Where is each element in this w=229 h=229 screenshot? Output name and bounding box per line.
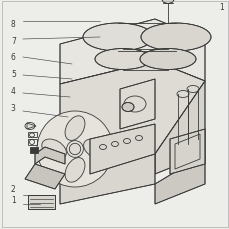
Polygon shape — [154, 82, 204, 174]
Polygon shape — [25, 164, 65, 189]
Ellipse shape — [186, 136, 198, 143]
Polygon shape — [60, 62, 204, 174]
Polygon shape — [27, 123, 36, 129]
Polygon shape — [120, 80, 154, 129]
Ellipse shape — [65, 158, 85, 182]
Text: 3: 3 — [11, 103, 16, 112]
Polygon shape — [90, 124, 154, 174]
Text: 7: 7 — [11, 37, 16, 46]
Ellipse shape — [65, 116, 85, 141]
Ellipse shape — [161, 0, 173, 5]
Text: 4: 4 — [11, 87, 16, 96]
Ellipse shape — [42, 139, 66, 159]
Ellipse shape — [121, 103, 134, 112]
Polygon shape — [60, 154, 154, 204]
Circle shape — [37, 112, 112, 187]
Polygon shape — [169, 129, 204, 174]
Text: 2: 2 — [11, 184, 16, 194]
Text: 1: 1 — [11, 195, 16, 204]
Ellipse shape — [83, 139, 108, 159]
Ellipse shape — [176, 141, 188, 148]
Polygon shape — [154, 154, 204, 204]
Ellipse shape — [139, 49, 195, 70]
Text: 6: 6 — [11, 53, 16, 62]
Ellipse shape — [140, 24, 210, 52]
Polygon shape — [30, 147, 38, 153]
Circle shape — [69, 144, 80, 155]
Ellipse shape — [95, 49, 150, 70]
Polygon shape — [60, 20, 204, 85]
Ellipse shape — [83, 24, 152, 52]
Polygon shape — [28, 195, 55, 209]
Text: 1: 1 — [219, 3, 223, 12]
Text: 5: 5 — [11, 70, 16, 79]
Polygon shape — [35, 147, 65, 164]
Text: 8: 8 — [11, 19, 16, 29]
